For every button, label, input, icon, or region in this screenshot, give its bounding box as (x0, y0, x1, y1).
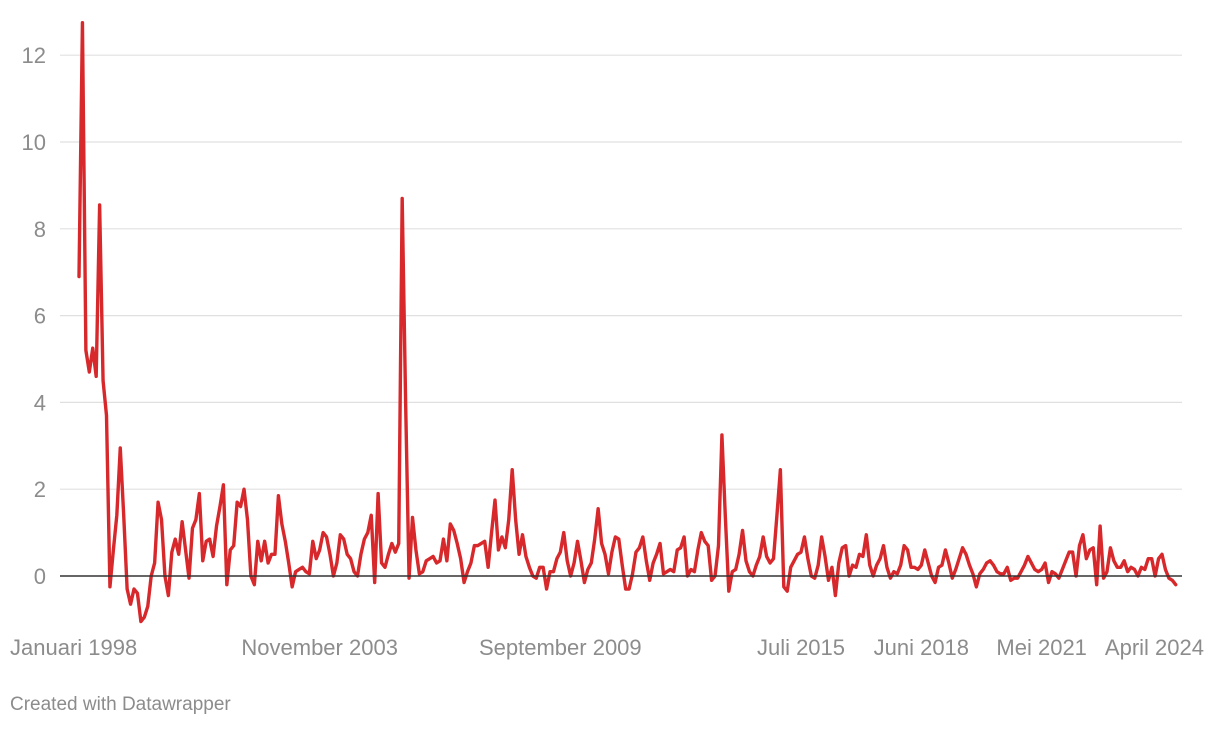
x-tick-label: Januari 1998 (10, 635, 137, 660)
series-layer (60, 20, 1182, 624)
footer-credit: Created with Datawrapper (10, 694, 231, 715)
y-tick-label: 0 (34, 564, 46, 589)
gridlines (60, 54, 1182, 490)
y-tick-label: 2 (34, 477, 46, 502)
y-tick-label: 10 (22, 130, 46, 155)
x-tick-label: September 2009 (479, 635, 642, 660)
y-tick-label: 8 (34, 217, 46, 242)
y-tick-label: 4 (34, 390, 46, 415)
x-tick-label: Juli 2015 (757, 635, 845, 660)
x-axis-ticks: Januari 1998 November 2003 September 2009 J… (10, 635, 1204, 660)
y-tick-label: 12 (22, 43, 46, 68)
x-tick-label: April 2024 (1105, 635, 1204, 660)
y-tick-label: 6 (34, 304, 46, 329)
x-tick-label: November 2003 (241, 635, 398, 660)
series-line (77, 20, 1178, 624)
x-tick-label: Juni 2018 (874, 635, 969, 660)
y-axis-ticks: 0 2 4 6 8 10 12 (22, 43, 46, 589)
x-tick-label: Mei 2021 (996, 635, 1087, 660)
